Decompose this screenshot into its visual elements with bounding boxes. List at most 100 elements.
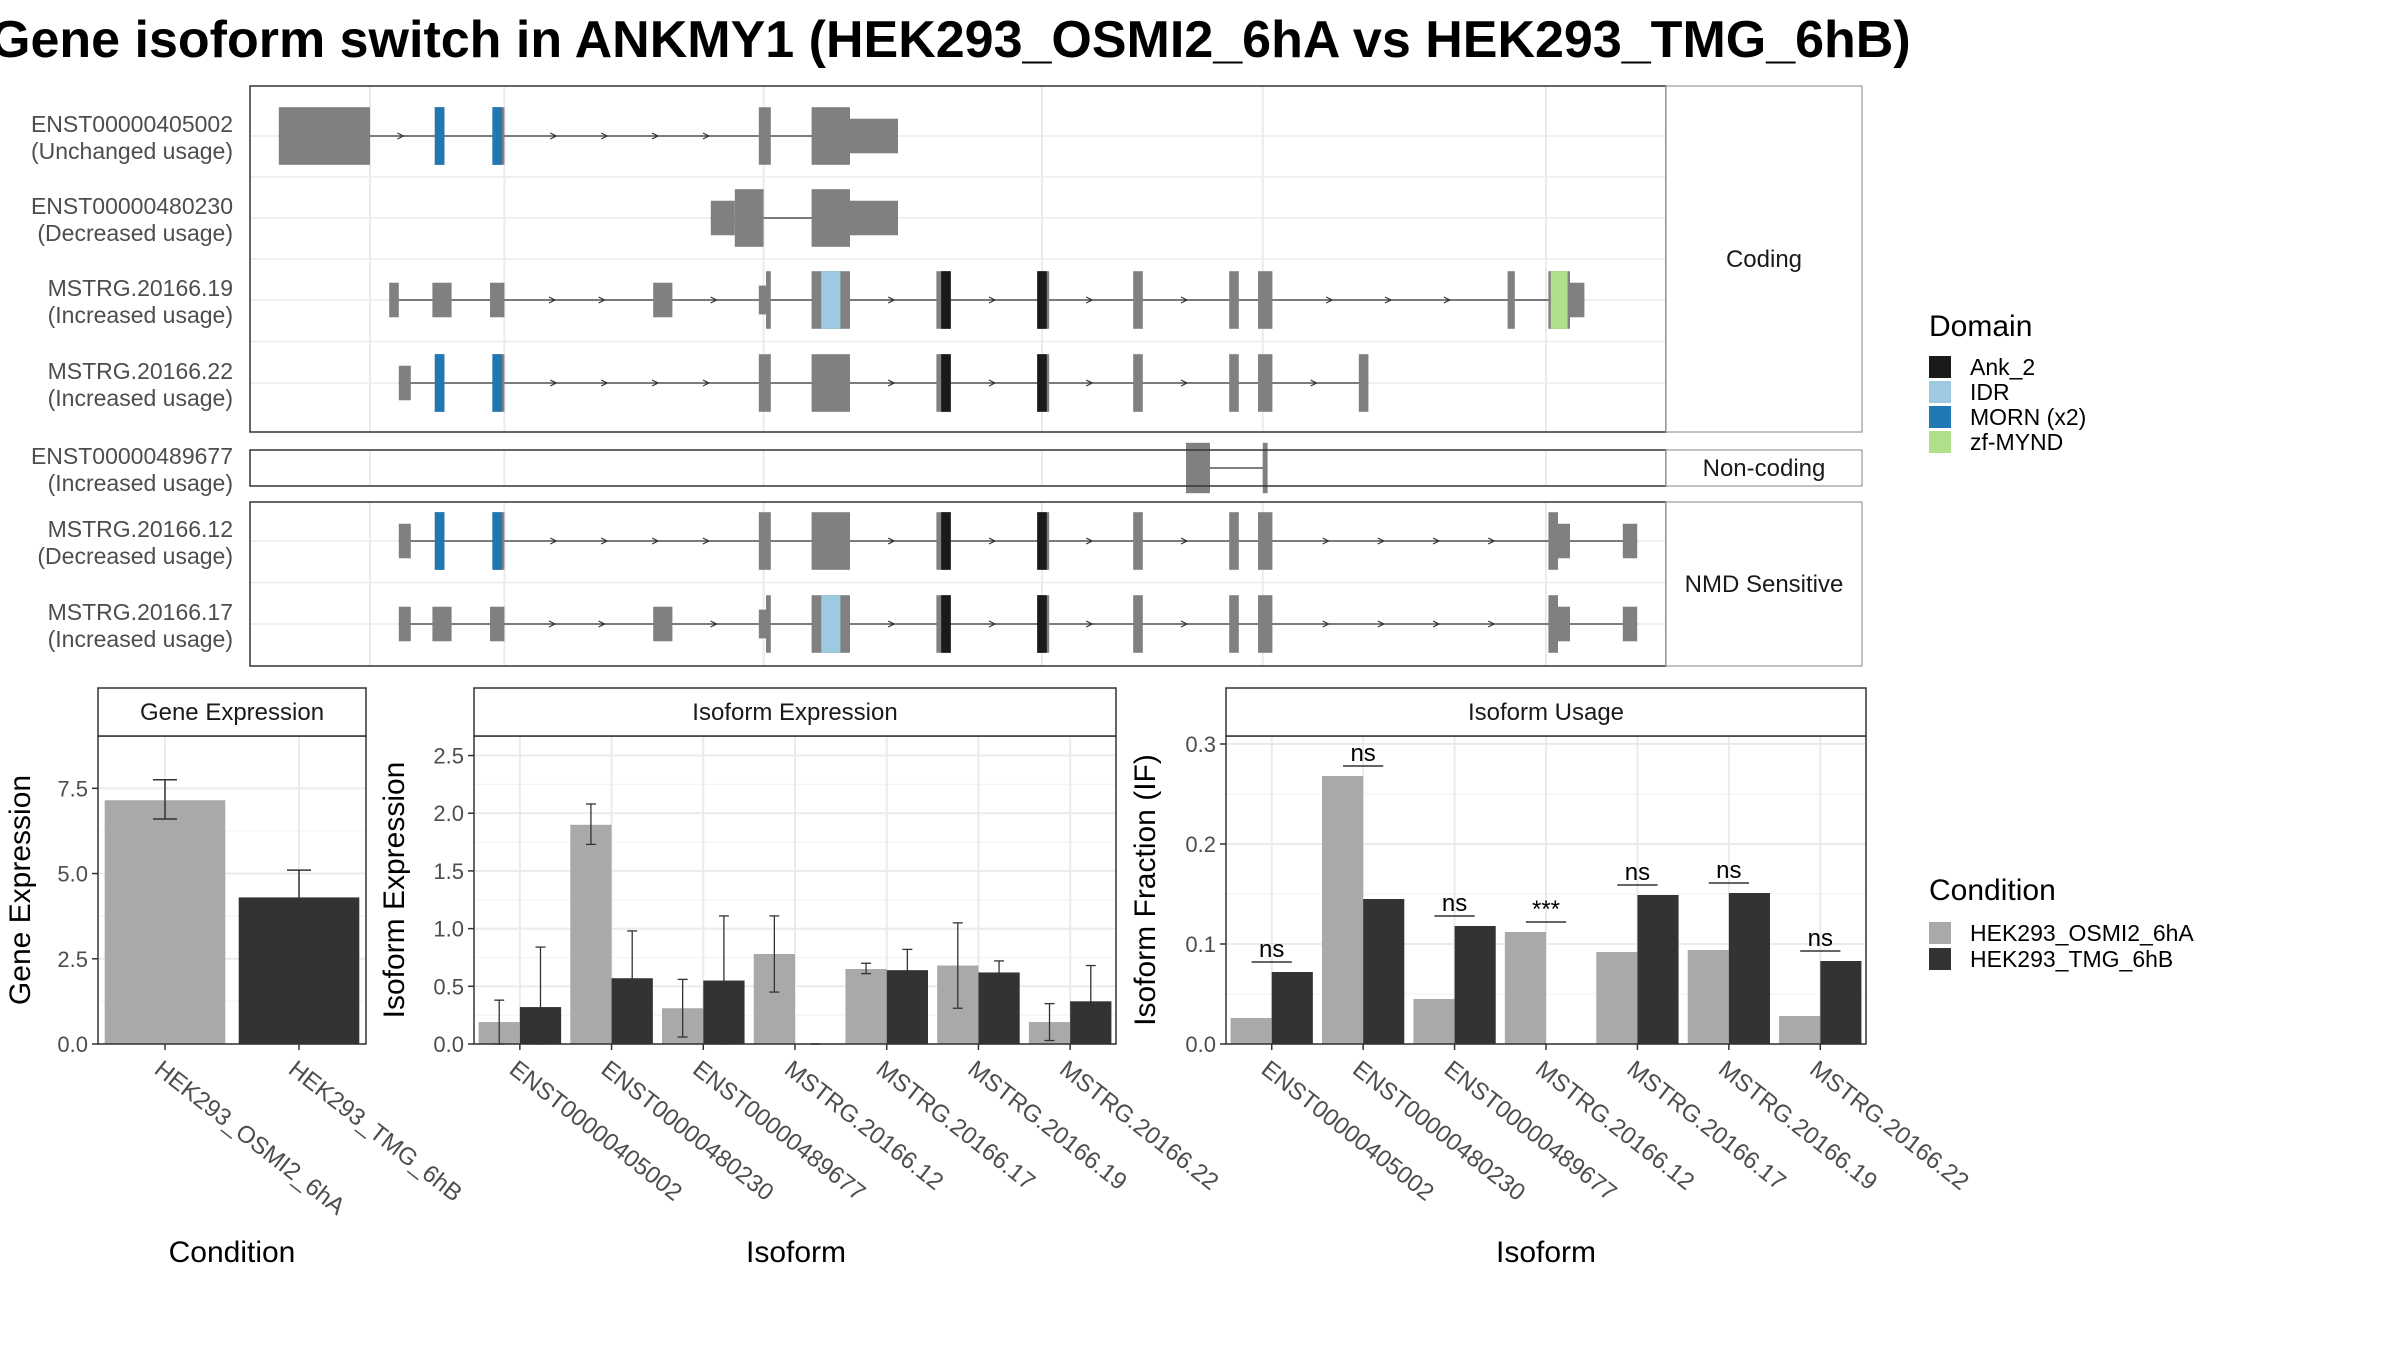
domain-block (434, 354, 445, 412)
isoform-usage-label: (Increased usage) (48, 470, 233, 496)
intron-arrow (887, 296, 896, 304)
x-tick-label: ENST00000489677 (1439, 1055, 1622, 1206)
bar (1322, 776, 1364, 1044)
y-axis-title: Isoform Expression (378, 762, 411, 1019)
exon (710, 200, 735, 236)
intron-arrow (550, 537, 558, 545)
exon (1262, 442, 1268, 494)
domain-block (941, 354, 951, 412)
significance-label: ns (1716, 857, 1741, 884)
bar (1413, 999, 1455, 1044)
y-tick-label: 2.5 (433, 744, 464, 769)
domain-legend-label: MORN (x2) (1970, 404, 2086, 430)
isoform-usage-label: (Unchanged usage) (31, 138, 233, 164)
intron-arrow (1085, 379, 1094, 387)
x-tick-label: MSTRG.20166.19 (963, 1055, 1132, 1195)
y-tick-label: 0.0 (57, 1032, 88, 1057)
exon (1358, 354, 1369, 412)
intron-arrow (988, 296, 997, 304)
domain-legend-title: Domain (1929, 310, 2032, 343)
intron-arrow (600, 132, 609, 140)
x-tick-label: ENST00000489677 (688, 1055, 871, 1206)
exon (1258, 271, 1273, 329)
domain-legend-swatch (1929, 356, 1951, 378)
bar (1687, 950, 1729, 1044)
intron-arrow (651, 132, 660, 140)
exon (1133, 595, 1143, 653)
exon (1229, 512, 1239, 570)
condition-legend-swatch (1929, 922, 1951, 944)
domain-block (492, 107, 502, 165)
exon (1548, 512, 1558, 570)
exon (432, 606, 452, 642)
domain-block (1037, 595, 1047, 653)
significance-label: ns (1350, 740, 1375, 767)
group-strip (1665, 85, 1863, 433)
intron-arrow (1180, 537, 1189, 545)
y-tick-label: 2.0 (433, 801, 464, 826)
intron-arrow (550, 132, 558, 140)
x-tick-label: ENST00000480230 (596, 1055, 779, 1206)
x-tick-label: MSTRG.20166.12 (779, 1055, 948, 1195)
group-strip (1665, 449, 1863, 487)
exon (1133, 512, 1143, 570)
exon (758, 609, 766, 639)
exon (1258, 354, 1273, 412)
bar-panel: 0.0 0.5 1.0 1.5 2.0 2.5 Isoform Expression ENST… (378, 687, 1224, 1269)
intron-arrow (710, 296, 718, 304)
exon (398, 523, 411, 559)
significance-label: ns (1442, 890, 1467, 917)
intron-arrow (887, 537, 896, 545)
panel-strip (97, 687, 367, 737)
domain-block (492, 512, 502, 570)
isoform-structure-panel: ENST00000405002(Unchanged usage) ENST0000… (31, 85, 1863, 667)
exon (1258, 595, 1273, 653)
y-tick-label: 1.5 (433, 859, 464, 884)
x-axis-title: Isoform (1496, 1236, 1596, 1269)
exon (1133, 354, 1143, 412)
intron-arrow (710, 620, 718, 628)
domain-block (821, 271, 841, 329)
intron-arrow (1180, 379, 1189, 387)
y-tick-label: 2.5 (57, 947, 88, 972)
intron-arrow (1180, 296, 1189, 304)
y-tick-label: 0.3 (1185, 732, 1216, 757)
exon (1186, 442, 1210, 494)
y-tick-label: 0.2 (1185, 832, 1216, 857)
domain-legend-label: IDR (1970, 379, 2010, 405)
isoform-usage-label: (Increased usage) (48, 626, 233, 652)
isoform-id-label: MSTRG.20166.17 (48, 599, 233, 625)
exon (1133, 271, 1143, 329)
structure-plot-area (250, 450, 1666, 486)
exon (850, 200, 898, 236)
intron-arrow (1487, 537, 1496, 545)
exon (432, 282, 452, 318)
domain-block (941, 512, 951, 570)
bar (1596, 952, 1638, 1044)
bar (1504, 932, 1546, 1044)
intron-arrow (651, 379, 660, 387)
bar (1820, 961, 1862, 1044)
x-tick-label: MSTRG.20166.22 (1805, 1055, 1974, 1195)
intron-arrow (1322, 620, 1330, 628)
domain-legend-swatch (1929, 431, 1951, 453)
exon (398, 365, 411, 401)
intron-arrow (1180, 620, 1189, 628)
intron-arrow (598, 296, 606, 304)
intron-arrow (702, 132, 711, 140)
domain-legend-label: Ank_2 (1970, 354, 2035, 380)
exon (490, 282, 505, 318)
condition-legend-swatch (1929, 948, 1951, 970)
isoform-id-label: MSTRG.20166.22 (48, 358, 233, 384)
y-tick-label: 0.0 (433, 1032, 464, 1057)
isoform-usage-label: (Decreased usage) (37, 543, 233, 569)
intron-arrow (988, 620, 997, 628)
domain-block (941, 595, 951, 653)
exon (1558, 523, 1570, 559)
exon (758, 354, 771, 412)
intron-arrow (887, 379, 896, 387)
domain-block (1037, 271, 1047, 329)
